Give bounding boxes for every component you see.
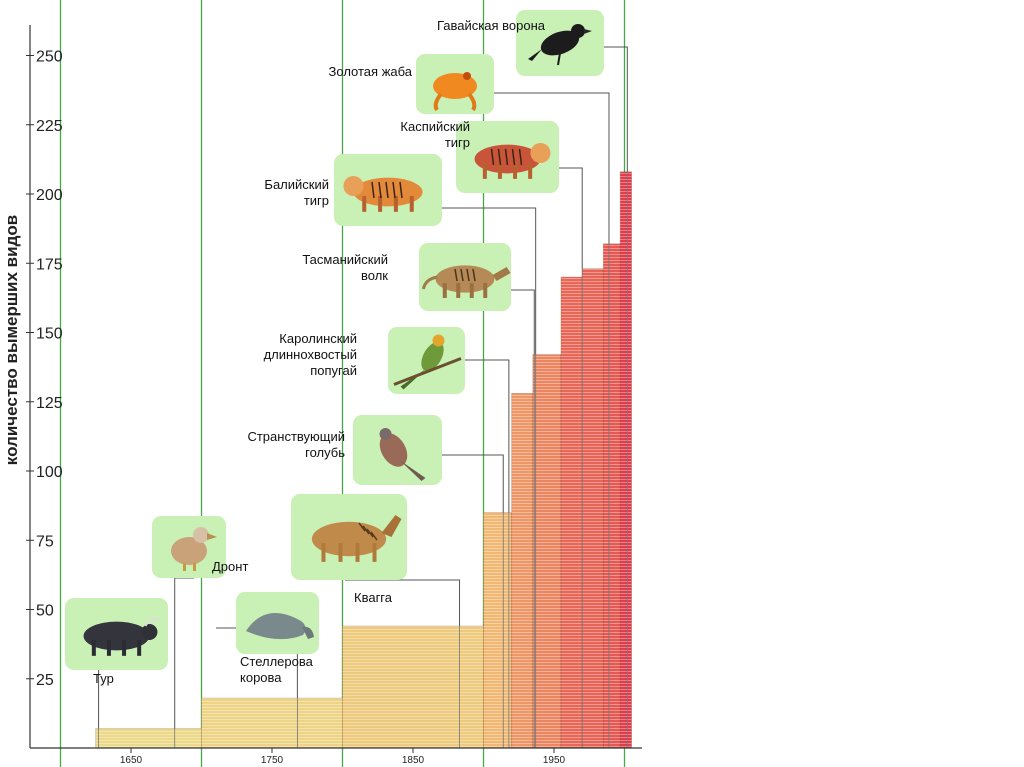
annotation-label: Тур <box>93 671 114 686</box>
annotation-label: Тасманийский волк <box>302 252 388 283</box>
annotation-label: Каролинский длиннохвостый попугай <box>264 331 357 378</box>
golden-toad-icon <box>416 54 494 114</box>
y-tick-label: 225 <box>36 118 63 135</box>
leader-line <box>442 454 504 513</box>
leader-line <box>465 359 510 513</box>
x-tick-label: 1750 <box>261 755 284 766</box>
leader-line <box>511 289 535 355</box>
y-axis-label: количество вымерших видов <box>2 215 21 465</box>
carolina-parakeet-icon <box>388 327 465 394</box>
leader-line <box>604 46 628 172</box>
annotation-label: Золотая жаба <box>329 64 413 79</box>
x-tick-label: 1950 <box>543 755 566 766</box>
y-tick-label: 25 <box>36 672 54 689</box>
bar-hatch <box>561 277 583 748</box>
bar-hatch <box>511 393 533 748</box>
bar-hatch <box>483 512 512 748</box>
x-tick-label: 1850 <box>402 755 425 766</box>
annotation-label: Дронт <box>212 559 248 574</box>
x-tick-label: 1650 <box>120 755 143 766</box>
bar-hatch <box>201 698 343 748</box>
y-tick-label: 125 <box>36 395 63 412</box>
annotation-label: Стеллерова корова <box>240 654 314 685</box>
bars-group <box>95 171 632 749</box>
y-tick-label: 75 <box>36 533 54 550</box>
bar-hatch <box>582 268 604 748</box>
annotation-label: Странствующий голубь <box>247 429 345 460</box>
x-ticks: 1650 1750 1850 1950 <box>120 748 566 766</box>
passenger-pigeon-icon <box>353 415 442 485</box>
leader-line <box>174 577 194 729</box>
bar-hatch <box>603 243 621 749</box>
bar-hatch <box>620 171 632 749</box>
annotation-label: Гавайская ворона <box>437 18 546 33</box>
bali-tiger-icon <box>334 154 442 226</box>
y-tick-label: 250 <box>36 49 63 66</box>
bar-hatch <box>532 354 562 748</box>
y-ticks: 25 50 75 100 125 150 175 200 225 250 <box>26 49 63 689</box>
steller-sea-cow-icon <box>236 592 319 654</box>
dodo-icon <box>152 516 226 578</box>
y-tick-label: 175 <box>36 256 63 273</box>
y-tick-label: 150 <box>36 326 63 343</box>
y-tick-label: 50 <box>36 603 54 620</box>
annotations-group: Тур Дронт Стеллерова корова Квагга Странствую… <box>65 10 604 686</box>
leader-line <box>559 167 583 269</box>
caspian-tiger-icon <box>456 121 559 193</box>
annotation-label: Квагга <box>354 590 393 605</box>
bar-hatch <box>342 626 484 748</box>
thylacine-icon <box>419 243 511 311</box>
quagga-icon <box>291 494 407 580</box>
y-tick-label: 100 <box>36 464 63 481</box>
annotation-label: Каспийский тигр <box>400 119 470 150</box>
annotation-label: Балийский тигр <box>264 177 329 208</box>
aurochs-icon <box>65 598 168 670</box>
hawaiian-crow-icon <box>516 10 604 76</box>
bar-hatch <box>95 728 202 748</box>
leader-line <box>442 207 537 355</box>
y-tick-label: 200 <box>36 187 63 204</box>
leader-line <box>494 92 610 244</box>
